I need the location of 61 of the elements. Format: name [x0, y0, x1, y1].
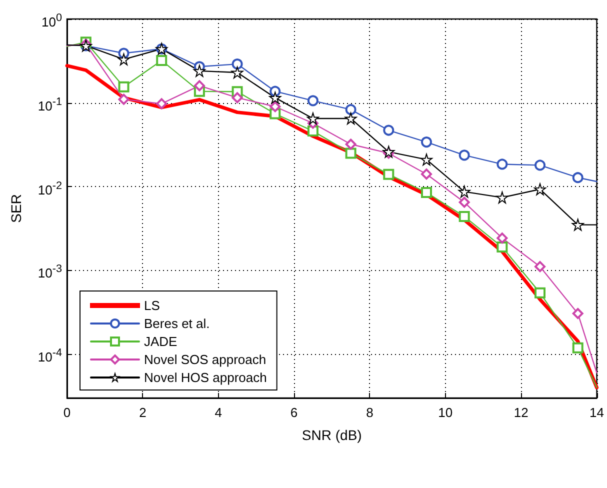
point	[458, 186, 470, 198]
legend-label: Beres et al.	[144, 316, 210, 331]
point	[496, 232, 508, 244]
point	[496, 192, 508, 204]
y-tick-label: 10$^{0}$	[42, 11, 62, 30]
point	[194, 80, 205, 92]
point	[534, 183, 546, 196]
legend-label: Novel HOS approach	[144, 370, 267, 385]
point	[572, 308, 584, 319]
point	[269, 92, 282, 104]
point	[345, 104, 356, 116]
point	[345, 148, 356, 159]
point	[458, 150, 470, 161]
point	[344, 112, 357, 124]
x-tick-label: 8	[366, 405, 374, 420]
point	[534, 160, 546, 171]
point	[496, 242, 508, 253]
point	[496, 158, 508, 170]
y-tick-label: 10$^{-1}$	[38, 94, 62, 114]
point	[420, 168, 432, 180]
x-tick-label: 2	[139, 405, 146, 420]
x-tick-label: 10	[438, 405, 453, 420]
y-tick-label: 10$^{-2}$	[38, 178, 62, 198]
point	[420, 136, 432, 148]
point	[156, 98, 168, 110]
point	[345, 138, 356, 150]
point	[420, 187, 432, 198]
point	[306, 112, 319, 124]
point	[307, 95, 318, 106]
point	[420, 154, 432, 166]
point	[270, 101, 281, 112]
point	[307, 126, 318, 137]
point	[156, 54, 168, 66]
point	[572, 172, 584, 184]
point	[383, 168, 394, 180]
legend-label: JADE	[144, 334, 178, 349]
point	[231, 66, 244, 78]
y-axis-title: SER	[8, 194, 24, 223]
point	[572, 342, 584, 354]
x-tick-label: 6	[290, 405, 298, 420]
point	[193, 64, 206, 77]
point	[458, 196, 470, 208]
point	[118, 53, 130, 66]
legend-label: Novel SOS approach	[144, 352, 266, 367]
x-axis-title: SNR (dB)	[302, 427, 362, 443]
legend-label: LS	[144, 298, 160, 313]
point	[534, 261, 546, 272]
x-tick-label: 14	[590, 405, 604, 420]
point	[232, 58, 243, 70]
point	[383, 124, 394, 136]
x-tick-label: 12	[514, 405, 528, 420]
x-tick-label: 4	[214, 405, 222, 420]
point	[118, 81, 130, 92]
point	[118, 94, 130, 105]
point	[572, 218, 584, 231]
point	[232, 92, 243, 104]
point	[458, 210, 470, 222]
x-tick-label: 0	[63, 405, 71, 420]
point	[534, 287, 546, 298]
y-tick-label: 10$^{-3}$	[38, 262, 62, 282]
y-tick-label: 10$^{-4}$	[38, 346, 62, 366]
